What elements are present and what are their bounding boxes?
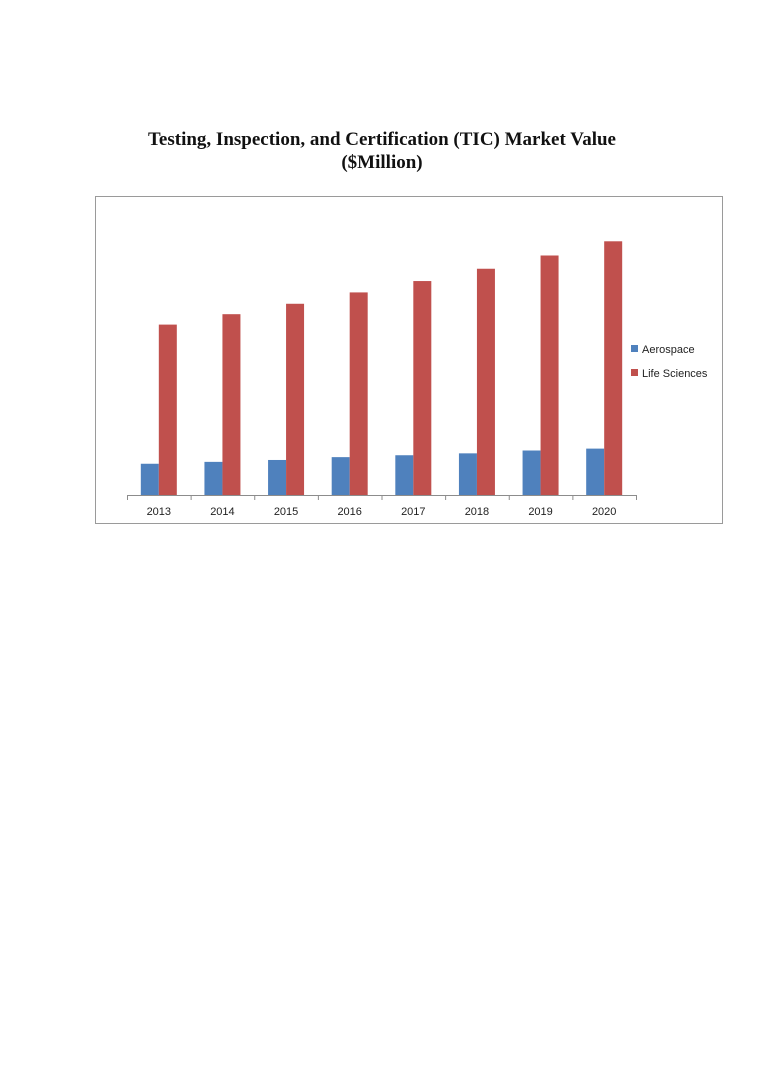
bar-aerospace-2016 — [331, 457, 350, 495]
x-tick-label: 2020 — [592, 506, 616, 518]
bar-life-sciences-2015 — [286, 303, 305, 495]
bars-group — [140, 241, 623, 495]
chart-title-line1: Testing, Inspection, and Certification (… — [148, 129, 616, 150]
bar-life-sciences-2017 — [413, 281, 432, 495]
bar-life-sciences-2016 — [349, 292, 368, 495]
legend-swatch-life-sciences — [631, 369, 638, 376]
x-axis — [127, 495, 637, 500]
bar-life-sciences-2014 — [222, 314, 241, 495]
x-tick-label: 2018 — [465, 506, 489, 518]
chart-area: 2013 2014 2015 2016 2017 2018 2019 2020 Aerospa… — [95, 196, 723, 524]
bar-aerospace-2018 — [458, 453, 477, 495]
bar-life-sciences-2013 — [158, 324, 177, 495]
bar-aerospace-2013 — [140, 463, 159, 495]
bar-aerospace-2014 — [204, 461, 223, 495]
legend-label-aerospace: Aerospace — [642, 344, 695, 356]
chart-svg: 2013 2014 2015 2016 2017 2018 2019 2020 Aerospa… — [127, 241, 708, 518]
legend: Aerospace Life Sciences — [631, 344, 708, 380]
bar-life-sciences-2018 — [476, 268, 495, 495]
x-tick-labels: 2013 2014 2015 2016 2017 2018 2019 2020 — [147, 506, 617, 518]
legend-swatch-aerospace — [631, 345, 638, 352]
x-tick-label: 2017 — [401, 506, 425, 518]
legend-label-life-sciences: Life Sciences — [642, 368, 708, 380]
x-tick-label: 2015 — [274, 506, 298, 518]
bar-aerospace-2015 — [268, 459, 287, 495]
bar-aerospace-2019 — [522, 450, 541, 495]
x-tick-label: 2014 — [210, 506, 234, 518]
bar-life-sciences-2020 — [604, 241, 623, 495]
chart-title-line2: ($Million) — [341, 152, 423, 173]
bar-aerospace-2020 — [586, 448, 605, 495]
x-tick-label: 2013 — [147, 506, 171, 518]
x-tick-label: 2019 — [528, 506, 552, 518]
x-tick-label: 2016 — [337, 506, 361, 518]
bar-life-sciences-2019 — [540, 255, 559, 495]
bar-aerospace-2017 — [395, 455, 414, 495]
